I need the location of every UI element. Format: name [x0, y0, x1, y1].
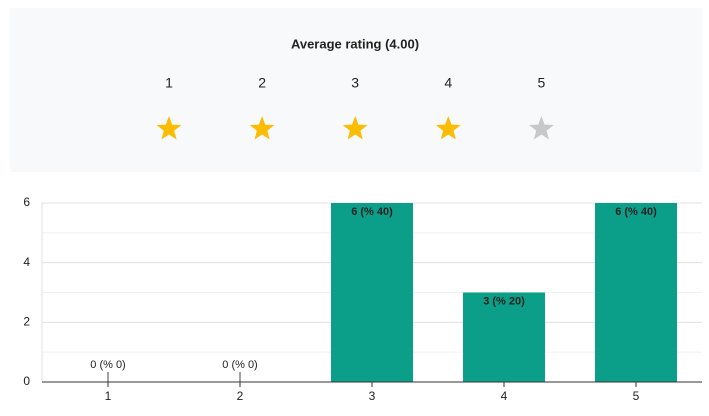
y-tick-label: 4 — [23, 255, 30, 269]
star — [435, 116, 461, 140]
value-label: 6 (% 40) — [615, 206, 657, 218]
star-label: 3 — [351, 75, 359, 91]
bar — [331, 203, 413, 382]
star-label: 5 — [538, 75, 546, 91]
bar — [463, 292, 545, 382]
bar — [595, 203, 677, 382]
star-label: 4 — [444, 75, 452, 91]
star-label: 2 — [258, 75, 266, 91]
value-label: 0 (% 0) — [90, 359, 125, 371]
star — [249, 116, 275, 140]
x-tick-label: 4 — [501, 389, 508, 403]
value-label: 6 (% 40) — [351, 206, 393, 218]
star-label: 1 — [165, 75, 173, 91]
star — [156, 116, 182, 140]
x-tick-label: 1 — [105, 389, 112, 403]
value-label: 0 (% 0) — [222, 359, 257, 371]
value-label: 3 (% 20) — [483, 295, 525, 307]
star — [342, 116, 368, 140]
x-tick-label: 5 — [633, 389, 640, 403]
panel-title: Average rating (4.00) — [291, 36, 419, 51]
y-tick-label: 2 — [23, 315, 30, 329]
rating-panel — [10, 8, 702, 172]
star — [529, 116, 554, 140]
x-tick-label: 3 — [369, 389, 376, 403]
x-tick-label: 2 — [237, 389, 244, 403]
y-tick-label: 0 — [23, 374, 30, 388]
y-tick-label: 6 — [23, 195, 30, 209]
